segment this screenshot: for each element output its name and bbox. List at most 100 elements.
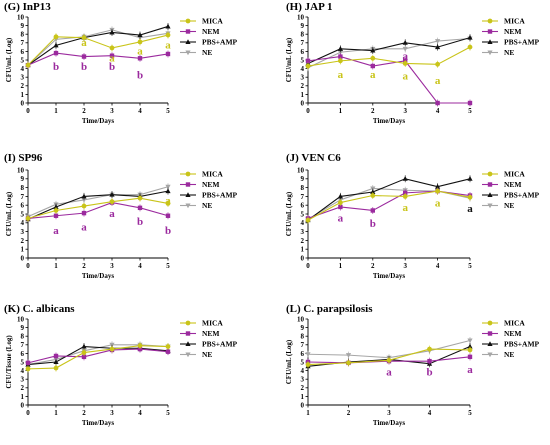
x-tick-label: 5 (166, 107, 170, 115)
data-point (338, 204, 343, 210)
y-tick-label: 2 (301, 237, 305, 245)
y-tick-label: 0 (301, 401, 305, 409)
y-axis-label: CFU/mL (Log) (285, 191, 293, 236)
legend-label: NE (504, 201, 514, 210)
significance-letter: a (81, 221, 87, 233)
legend-marker (185, 29, 191, 34)
significance-letter: b (137, 216, 143, 228)
chart-title: (H) JAP 1 (286, 1, 332, 13)
data-point (345, 353, 352, 358)
chart-title: (I) SP96 (4, 152, 43, 164)
data-point (25, 360, 31, 366)
data-point (109, 346, 115, 352)
data-point (81, 350, 87, 355)
data-point (346, 360, 351, 366)
data-point (165, 32, 171, 38)
data-point (137, 343, 143, 349)
significance-letter: a (53, 225, 59, 237)
data-point (338, 200, 343, 205)
x-tick-label: 1 (306, 409, 310, 417)
x-axis-label: Time/Days (373, 272, 405, 280)
series-line-mica (27, 34, 169, 66)
data-point (165, 188, 171, 194)
data-point (165, 344, 171, 349)
y-tick-label: 10 (297, 13, 305, 21)
y-tick-label: 10 (297, 166, 305, 174)
data-point (53, 50, 59, 56)
series-line-ne (307, 37, 471, 69)
x-tick-label: 1 (54, 262, 58, 270)
x-axis-label: Time/Days (373, 117, 405, 125)
data-point (305, 58, 311, 64)
y-tick-label: 3 (21, 376, 25, 384)
x-tick-label: 2 (371, 262, 375, 270)
legend-marker (185, 50, 191, 56)
significance-letter: a (165, 40, 171, 52)
x-tick-label: 0 (306, 262, 310, 270)
legend-label: MICA (202, 170, 223, 179)
y-tick-label: 8 (301, 184, 305, 192)
y-tick-label: 2 (301, 82, 305, 90)
x-tick-label: 5 (166, 262, 170, 270)
x-tick-label: 4 (436, 107, 440, 115)
legend-marker (185, 320, 191, 326)
data-point (435, 44, 441, 50)
y-tick-label: 3 (301, 376, 305, 384)
y-tick-label: 0 (21, 401, 25, 409)
data-point (53, 365, 59, 371)
x-tick-label: 2 (371, 107, 375, 115)
data-point (467, 176, 473, 181)
legend-marker (185, 331, 191, 336)
x-tick-label: 5 (468, 107, 472, 115)
legend-marker (185, 18, 191, 24)
data-point (81, 54, 87, 59)
data-point (81, 343, 87, 349)
significance-letter: a (81, 37, 87, 49)
data-point (467, 194, 473, 200)
x-tick-label: 1 (339, 107, 343, 115)
y-tick-label: 1 (21, 91, 25, 99)
legend-label: MICA (504, 319, 525, 328)
legend-marker (487, 320, 493, 326)
data-point (435, 61, 440, 67)
y-tick-label: 7 (301, 341, 305, 349)
y-tick-label: 8 (21, 31, 25, 39)
legend-marker (487, 192, 493, 197)
y-tick-label: 9 (301, 22, 305, 30)
series-line-pbsamp (27, 25, 169, 66)
y-tick-label: 9 (21, 22, 25, 30)
y-tick-label: 10 (17, 13, 25, 21)
data-point (305, 352, 311, 358)
y-tick-label: 3 (301, 74, 305, 82)
y-tick-label: 3 (21, 228, 25, 236)
data-point (137, 56, 143, 61)
data-point (370, 63, 375, 69)
data-point (338, 54, 343, 59)
data-point (435, 188, 440, 194)
data-point (53, 34, 59, 40)
data-point (403, 190, 408, 196)
legend-marker (487, 18, 493, 24)
data-point (402, 40, 408, 45)
significance-letter: a (467, 364, 473, 376)
y-tick-label: 8 (21, 184, 25, 192)
x-tick-label: 4 (428, 409, 432, 417)
y-tick-label: 9 (301, 175, 305, 183)
y-tick-label: 10 (17, 166, 25, 174)
y-tick-label: 9 (21, 324, 25, 332)
x-tick-label: 2 (82, 107, 86, 115)
legend-label: NEM (504, 180, 522, 189)
series-line-nem (307, 55, 470, 104)
y-tick-label: 4 (21, 367, 25, 375)
data-point (402, 61, 408, 66)
data-point (467, 338, 473, 344)
data-point (370, 47, 376, 53)
data-point (109, 199, 115, 205)
series-line-pbsamp (307, 37, 471, 64)
y-tick-label: 1 (301, 246, 305, 254)
y-tick-label: 4 (301, 65, 305, 73)
data-point (81, 197, 87, 203)
